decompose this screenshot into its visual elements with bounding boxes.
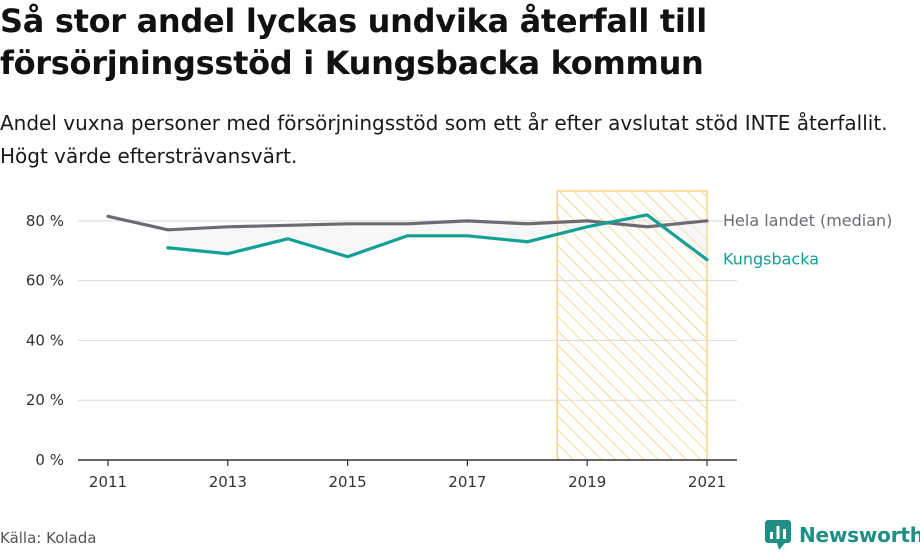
- y-tick-label: 60 %: [26, 272, 64, 290]
- series-label-kungsbacka: Kungsbacka: [723, 250, 819, 269]
- brand-name: Newsworthy: [799, 523, 920, 547]
- x-tick-label: 2011: [89, 473, 127, 491]
- series-labels: Hela landet (median) Kungsbacka: [723, 211, 892, 269]
- chart-title: Så stor andel lyckas undvika återfall ti…: [0, 2, 707, 82]
- series-lines: [106, 213, 709, 262]
- y-tick-label: 80 %: [26, 212, 64, 230]
- series-line-kungsbacka: [166, 213, 709, 262]
- highlight-period: [556, 190, 708, 461]
- highlight-region: [556, 190, 708, 461]
- source-note: Källa: Kolada: [0, 529, 97, 547]
- y-tick-label: 40 %: [26, 331, 64, 349]
- x-tick-label: 2021: [688, 473, 726, 491]
- axes: 0 % 20 % 40 % 60 % 80 % 2011 2013 2015 2017 2019 2…: [26, 212, 737, 491]
- x-tick-label: 2015: [329, 473, 367, 491]
- newsworthy-logo: Newsworthy: [765, 519, 920, 551]
- chart-subtitle: Andel vuxna personer med försörjningsstö…: [0, 111, 888, 168]
- series-label-hela-landet: Hela landet (median): [723, 211, 892, 230]
- y-tick-label: 20 %: [26, 391, 64, 409]
- newsworthy-bubble-icon: [765, 520, 791, 550]
- x-tick-label: 2017: [448, 473, 486, 491]
- y-tick-label: 0 %: [35, 451, 64, 469]
- x-tick-label: 2013: [209, 473, 247, 491]
- x-tick-label: 2019: [568, 473, 606, 491]
